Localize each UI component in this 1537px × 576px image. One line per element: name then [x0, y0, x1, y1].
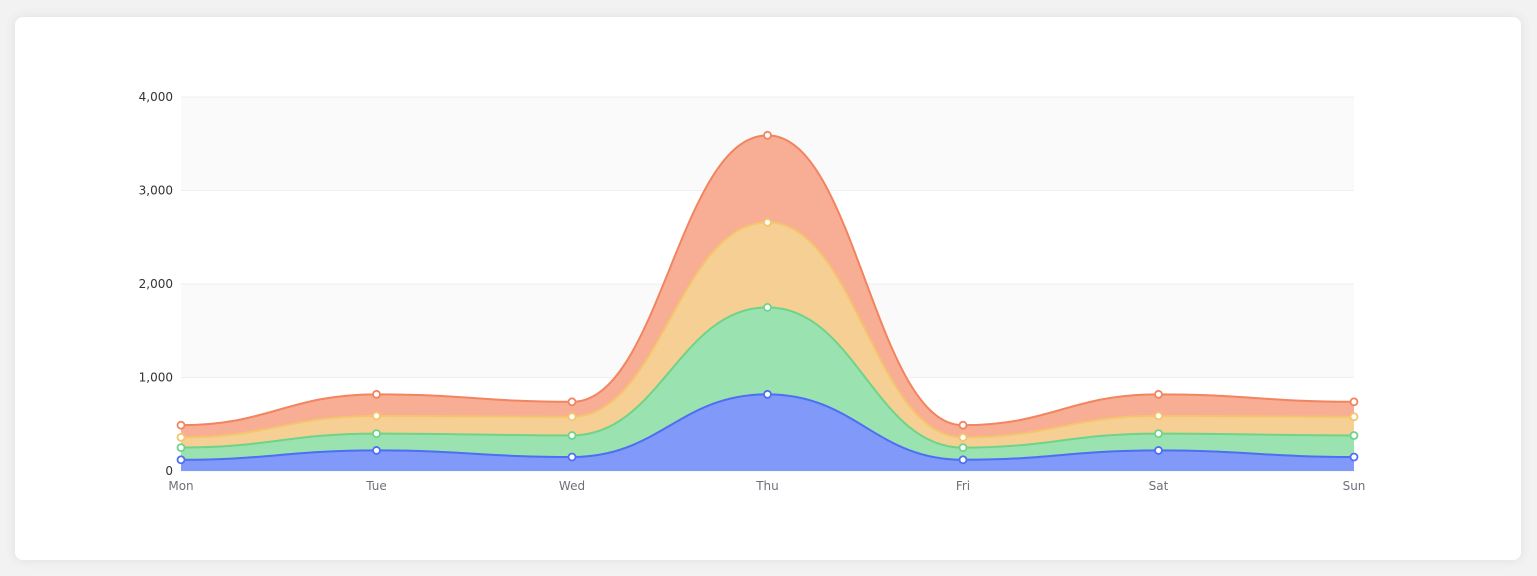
- data-point-series-4: [958, 420, 968, 430]
- data-point-series-2: [958, 443, 968, 453]
- data-point-series-2: [176, 443, 186, 453]
- x-tick-label: Tue: [365, 479, 387, 493]
- y-tick-label: 3,000: [139, 184, 173, 198]
- x-tick-label: Sat: [1149, 479, 1169, 493]
- y-tick-label: 0: [165, 464, 173, 478]
- data-point-series-4: [1349, 397, 1359, 407]
- data-point-series-1: [372, 446, 381, 455]
- data-point-series-3: [567, 412, 577, 422]
- data-point-series-2: [1349, 431, 1359, 440]
- data-point-series-1: [567, 452, 577, 462]
- data-point-series-4: [567, 397, 577, 407]
- y-tick-label: 4,000: [139, 90, 173, 104]
- data-point-series-3: [1349, 412, 1359, 422]
- data-point-series-3: [372, 411, 381, 421]
- data-point-series-1: [176, 455, 186, 465]
- data-point-series-3: [176, 432, 186, 442]
- data-point-series-4: [176, 420, 186, 430]
- x-tick-label: Thu: [755, 479, 779, 493]
- data-point-series-1: [1154, 446, 1163, 455]
- data-point-series-4: [763, 130, 772, 140]
- x-tick-label: Sun: [1343, 479, 1366, 493]
- data-point-series-1: [763, 389, 772, 399]
- data-point-series-2: [372, 429, 381, 439]
- x-tick-label: Mon: [168, 479, 193, 493]
- y-tick-label: 1,000: [139, 371, 173, 385]
- data-point-series-1: [958, 455, 968, 465]
- data-point-series-1: [1349, 452, 1359, 462]
- data-point-series-2: [567, 431, 577, 440]
- x-tick-label: Wed: [559, 479, 585, 493]
- data-point-series-3: [1154, 411, 1163, 421]
- area-series-3: [181, 222, 1354, 448]
- data-point-series-2: [1154, 429, 1163, 439]
- area-series-1: [181, 394, 1354, 471]
- data-point-series-3: [763, 217, 772, 227]
- y-tick-label: 2,000: [139, 277, 173, 291]
- area-series-4: [181, 135, 1354, 438]
- x-tick-label: Fri: [956, 479, 970, 493]
- area-series-2: [181, 307, 1354, 460]
- data-point-series-4: [1154, 389, 1163, 399]
- data-point-series-4: [372, 389, 381, 399]
- data-point-series-2: [763, 302, 772, 312]
- data-point-series-3: [958, 432, 968, 442]
